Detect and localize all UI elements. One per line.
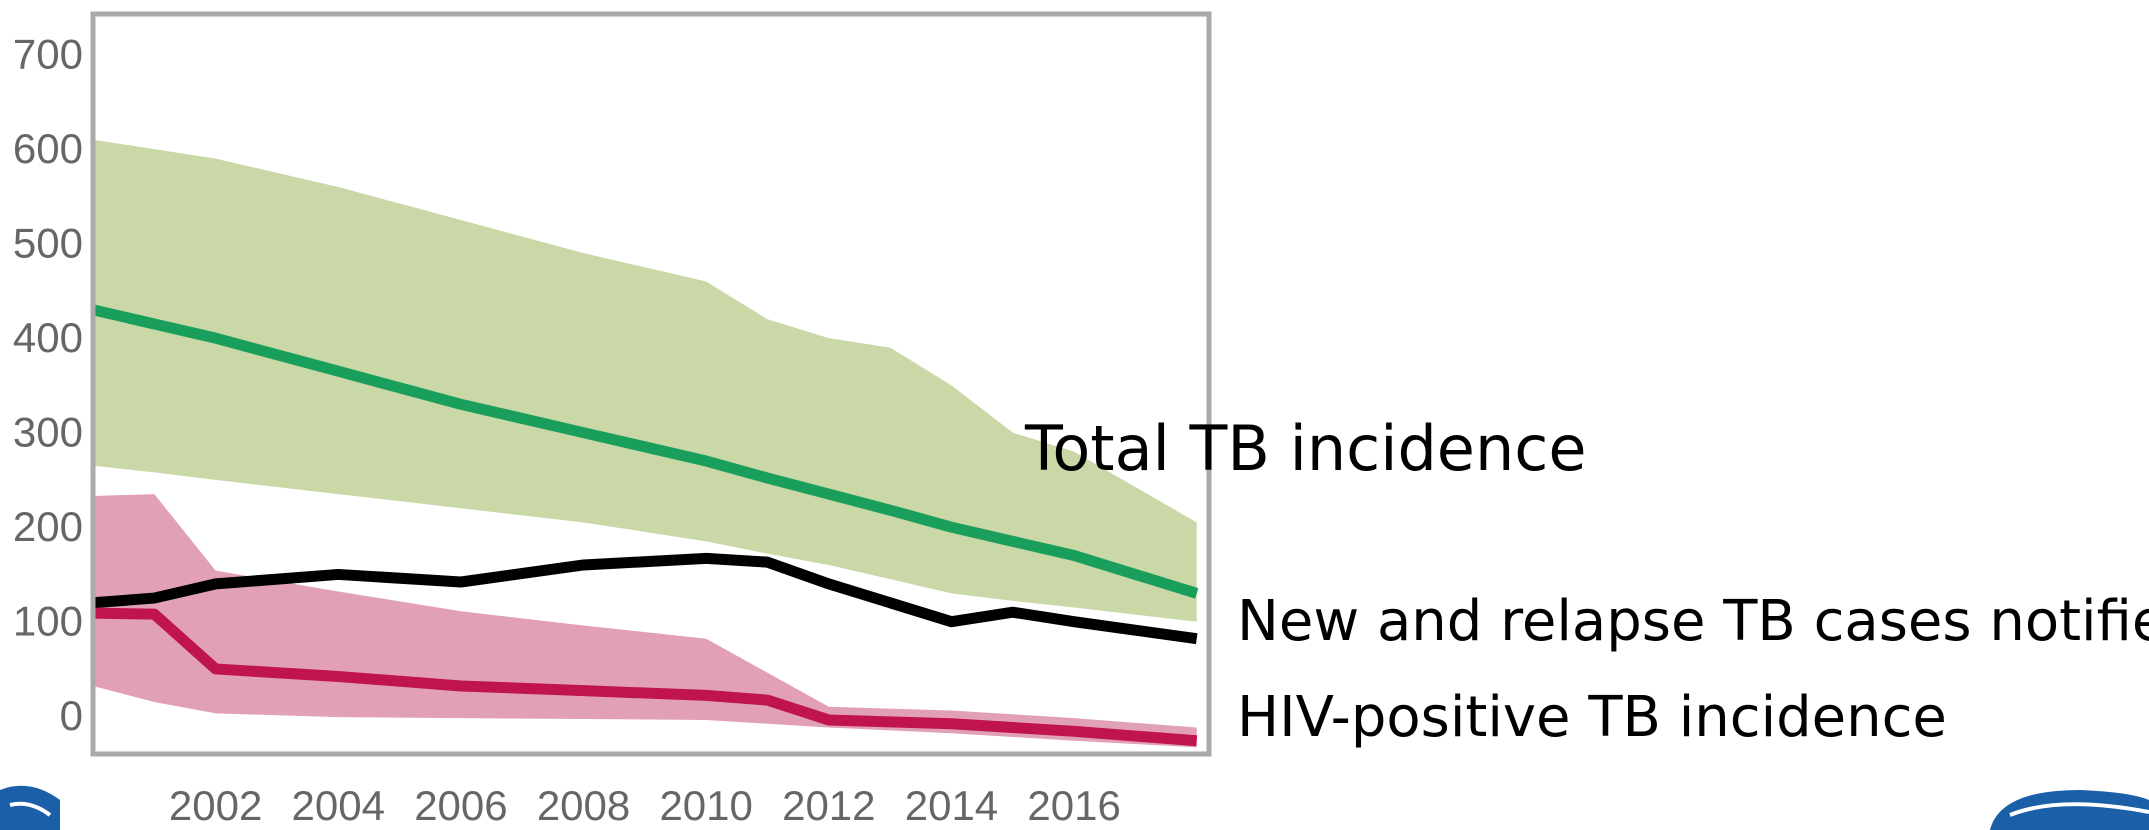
series-label: Total TB incidence xyxy=(1024,412,1586,485)
y-tick-label: 700 xyxy=(13,31,83,78)
x-tick-label: 2012 xyxy=(782,782,875,829)
series-line xyxy=(92,607,1198,747)
logo-left-stripe xyxy=(9,801,52,817)
x-tick-label: 2010 xyxy=(659,782,752,829)
uncertainty-band xyxy=(93,139,1197,622)
logo-right-stripe xyxy=(2009,802,2149,817)
series-label: New and relapse TB cases notified xyxy=(1237,589,2149,654)
x-tick-label: 2016 xyxy=(1027,782,1120,829)
x-tick-label: 2006 xyxy=(414,782,507,829)
x-tick-label: 2002 xyxy=(169,782,262,829)
y-tick-label: 200 xyxy=(13,503,83,550)
series-line xyxy=(92,552,1198,645)
plot-frame xyxy=(90,11,1212,757)
logo-right xyxy=(1990,790,2149,830)
x-tick-label: 2004 xyxy=(292,782,385,829)
y-tick-label: 300 xyxy=(13,409,83,456)
x-tick-label: 2014 xyxy=(905,782,998,829)
y-tick-label: 100 xyxy=(13,598,83,645)
series-label: HIV-positive TB incidence xyxy=(1237,685,1947,750)
y-tick-label: 0 xyxy=(60,692,83,739)
y-tick-label: 600 xyxy=(13,125,83,172)
y-tick-label: 400 xyxy=(13,314,83,361)
series-line xyxy=(91,304,1199,599)
y-tick-label: 500 xyxy=(13,220,83,267)
x-tick-label: 2008 xyxy=(537,782,630,829)
logo-left xyxy=(0,785,60,830)
